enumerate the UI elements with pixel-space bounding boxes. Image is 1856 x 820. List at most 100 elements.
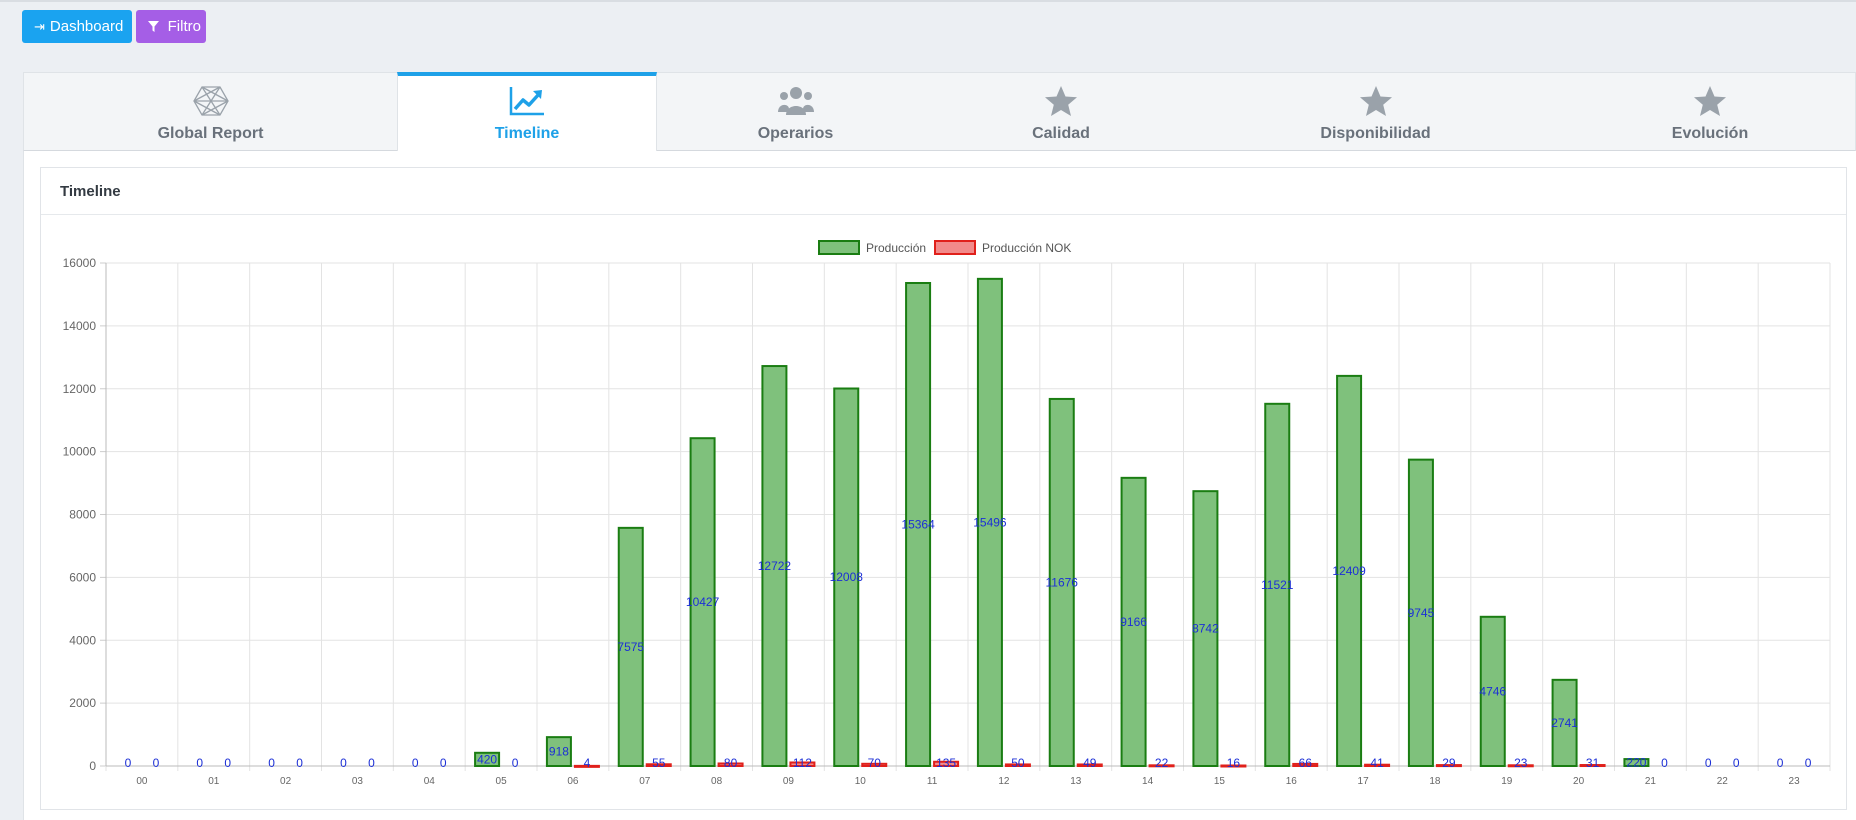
data-label-produccion-nok: 112 — [793, 756, 812, 770]
data-label-produccion-nok: 55 — [652, 756, 666, 770]
tab-timeline[interactable]: Timeline — [397, 72, 657, 152]
data-label-produccion: 0 — [125, 756, 132, 770]
data-label-produccion: 10427 — [686, 595, 720, 609]
data-label-produccion-nok: 49 — [1083, 756, 1097, 770]
data-label-produccion: 0 — [340, 756, 347, 770]
data-label-produccion: 7575 — [617, 640, 644, 654]
tab-operarios[interactable]: Operarios — [657, 73, 934, 151]
x-tick-label: 09 — [783, 776, 795, 787]
x-tick-label: 17 — [1358, 776, 1370, 787]
x-tick-label: 14 — [1142, 776, 1154, 787]
data-label-produccion-nok: 22 — [1155, 756, 1169, 770]
bar-produccion-nok — [789, 761, 816, 768]
data-label-produccion-nok: 135 — [936, 756, 956, 770]
data-label-produccion-nok: 0 — [1805, 756, 1812, 770]
tab-label: Calidad — [1032, 125, 1090, 142]
x-tick-label: 11 — [927, 776, 938, 787]
bar-produccion — [1264, 402, 1291, 767]
x-tick-label: 02 — [280, 776, 292, 787]
bar-produccion — [1407, 458, 1434, 767]
star-icon — [1694, 86, 1726, 116]
legend-label: Producción — [866, 241, 926, 255]
x-tick-label: 07 — [639, 776, 651, 787]
bar-produccion — [617, 526, 644, 767]
panel-header: Timeline — [41, 168, 1846, 215]
data-label-produccion: 9166 — [1120, 615, 1147, 629]
data-label-produccion: 0 — [412, 756, 419, 770]
bar-produccion-nok — [1579, 764, 1606, 768]
x-tick-label: 05 — [496, 776, 508, 787]
legend-swatch — [818, 240, 860, 255]
data-label-produccion-nok: 80 — [724, 756, 738, 770]
filtro-button[interactable]: Filtro — [136, 10, 206, 43]
dashboard-button[interactable]: ⇥ Dashboard — [22, 10, 132, 43]
tab-evolucion[interactable]: Evolución — [1563, 73, 1856, 151]
data-label-produccion: 2741 — [1551, 716, 1578, 730]
star-icon — [1045, 86, 1077, 116]
tab-calidad[interactable]: Calidad — [934, 73, 1188, 151]
x-tick-label: 23 — [1789, 776, 1801, 787]
bar-produccion-nok — [1292, 762, 1319, 767]
data-label-produccion: 12409 — [1332, 564, 1366, 578]
x-tick-label: 21 — [1645, 776, 1657, 787]
data-label-produccion: 11521 — [1261, 578, 1294, 592]
bar-produccion — [474, 751, 501, 768]
star-icon — [1359, 86, 1392, 116]
bar-produccion-nok — [645, 763, 672, 767]
bar-produccion — [689, 437, 716, 767]
data-label-produccion-nok: 0 — [368, 756, 375, 770]
bar-produccion-nok — [717, 762, 744, 767]
data-label-produccion-nok: 0 — [440, 756, 447, 770]
tab-global-report[interactable]: Global Report — [24, 73, 397, 151]
filtro-button-label: Filtro — [167, 18, 201, 35]
x-tick-label: 08 — [711, 776, 723, 787]
tab-label: Timeline — [494, 125, 560, 142]
data-label-produccion: 8742 — [1192, 622, 1219, 636]
x-tick-label: 10 — [855, 776, 867, 787]
tab-label: Global Report — [157, 125, 264, 142]
bar-produccion-nok — [1076, 763, 1103, 767]
bar-produccion-nok — [1364, 763, 1391, 767]
y-tick-label: 10000 — [63, 445, 97, 459]
data-label-produccion-nok: 70 — [868, 756, 882, 770]
x-tick-label: 20 — [1573, 776, 1585, 787]
bar-produccion — [1551, 678, 1578, 767]
data-label-produccion-nok: 0 — [512, 756, 519, 770]
bar-produccion — [905, 281, 932, 767]
y-tick-label: 14000 — [63, 319, 97, 333]
tab-disponibilidad[interactable]: Disponibilidad — [1188, 73, 1563, 151]
x-tick-label: 01 — [208, 776, 220, 787]
data-label-produccion: 420 — [477, 752, 497, 766]
data-label-produccion: 15364 — [901, 517, 935, 531]
data-label-produccion-nok: 23 — [1514, 756, 1528, 770]
y-tick-label: 0 — [89, 759, 96, 773]
bar-produccion-nok — [1220, 764, 1247, 768]
bar-produccion-nok — [1148, 764, 1175, 768]
x-tick-label: 04 — [424, 776, 436, 787]
y-tick-label: 2000 — [69, 696, 96, 710]
report-tabs: Global Report Timeline Operarios Calidad… — [23, 72, 1856, 152]
data-label-produccion: 220 — [1626, 756, 1646, 770]
data-label-produccion-nok: 0 — [1733, 756, 1740, 770]
data-label-produccion: 11676 — [1046, 575, 1079, 589]
legend-label: Producción NOK — [982, 241, 1071, 255]
x-tick-label: 19 — [1501, 776, 1513, 787]
legend-swatch — [934, 240, 976, 255]
bar-produccion — [1336, 374, 1363, 767]
line-chart-icon — [509, 87, 544, 116]
data-label-produccion-nok: 41 — [1370, 756, 1384, 770]
data-label-produccion: 12008 — [830, 570, 864, 584]
filter-icon — [148, 19, 163, 34]
x-tick-label: 12 — [998, 776, 1010, 787]
data-label-produccion-nok: 0 — [224, 756, 231, 770]
bar-produccion — [833, 387, 860, 767]
bar-produccion-nok — [861, 762, 888, 768]
data-label-produccion: 9745 — [1408, 606, 1435, 620]
y-tick-label: 4000 — [69, 633, 96, 647]
y-tick-label: 12000 — [63, 382, 97, 396]
x-tick-label: 22 — [1717, 776, 1729, 787]
timeline-panel: Timeline 0 2000 4000 6000 8000 10000 12000 1400… — [40, 167, 1847, 810]
data-label-produccion-nok: 0 — [296, 756, 303, 770]
data-label-produccion-nok: 0 — [153, 756, 160, 770]
